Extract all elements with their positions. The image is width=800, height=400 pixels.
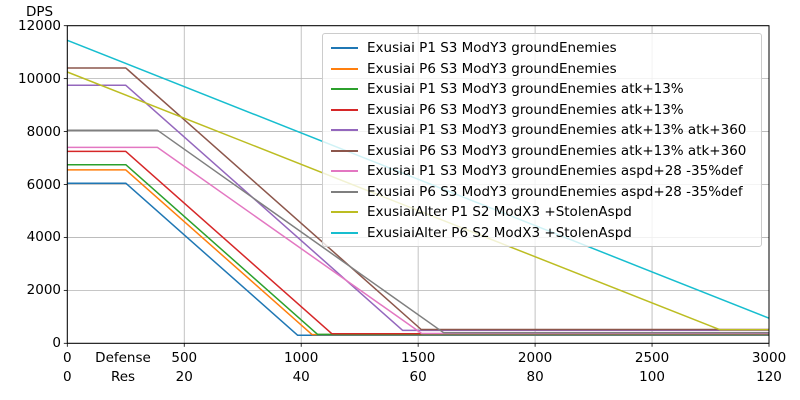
x-tick-label-defense: 1000 (284, 350, 319, 366)
legend-line-sample (331, 149, 358, 152)
legend-label: Exusiai P1 S3 ModY3 groundEnemies atk+13… (367, 81, 684, 98)
legend-line-sample (331, 190, 358, 193)
x-axis-name-defense: Defense (95, 350, 151, 366)
x-tick-label-defense: 0 (63, 350, 72, 366)
legend-label: Exusiai P6 S3 ModY3 groundEnemies atk+13… (367, 142, 747, 159)
y-axis-title: DPS (26, 4, 54, 20)
x-tick-label-res: 120 (756, 369, 782, 385)
legend-label: Exusiai P1 S3 ModY3 groundEnemies atk+13… (367, 122, 747, 139)
legend-label: Exusiai P1 S3 ModY3 groundEnemies aspd+2… (367, 163, 743, 180)
y-tick-label: 12000 (18, 17, 61, 34)
y-tick-label: 4000 (26, 229, 61, 246)
legend-item: ExusiaiAlter P6 S2 ModX3 +StolenAspd (323, 223, 761, 244)
x-tick-label-res: 60 (409, 369, 427, 385)
legend-item: ExusiaiAlter P1 S2 ModX3 +StolenAspd (323, 202, 761, 223)
x-tick-label-defense: 2500 (634, 350, 670, 366)
legend-item: Exusiai P6 S3 ModY3 groundEnemies atk+13… (323, 141, 761, 162)
x-tick-label-res: 100 (639, 369, 665, 385)
legend-label: Exusiai P6 S3 ModY3 groundEnemies aspd+2… (367, 183, 743, 200)
series-line-5 (67, 67, 769, 331)
legend-item: Exusiai P1 S3 ModY3 groundEnemies atk+13… (323, 120, 761, 141)
y-tick-label: 6000 (26, 176, 61, 193)
series-line-7 (67, 129, 769, 334)
y-tick-label: 2000 (26, 282, 61, 299)
legend-line-sample (331, 231, 358, 234)
legend-label: Exusiai P1 S3 ModY3 groundEnemies (367, 40, 617, 57)
legend-line-sample (331, 129, 358, 132)
legend-line-sample (331, 211, 358, 214)
legend-label: ExusiaiAlter P6 S2 ModX3 +StolenAspd (367, 224, 632, 241)
x-tick-label-res: 80 (526, 369, 544, 385)
legend-line-sample (331, 67, 358, 70)
x-tick-label-res: 20 (175, 369, 193, 385)
legend-label: ExusiaiAlter P1 S2 ModX3 +StolenAspd (367, 204, 632, 221)
legend-item: Exusiai P1 S3 ModY3 groundEnemies (323, 38, 761, 59)
legend-item: Exusiai P1 S3 ModY3 groundEnemies aspd+2… (323, 161, 761, 182)
legend-item: Exusiai P1 S3 ModY3 groundEnemies atk+13… (323, 79, 761, 100)
legend-line-sample (331, 170, 358, 173)
x-tick-label-defense: 1500 (400, 350, 436, 366)
legend-item: Exusiai P6 S3 ModY3 groundEnemies aspd+2… (323, 182, 761, 203)
x-tick-label-defense: 500 (171, 350, 198, 366)
y-tick-label: 8000 (26, 123, 61, 140)
y-tick-label: 0 (52, 335, 61, 352)
series-line-4 (67, 84, 769, 332)
legend-line-sample (331, 88, 358, 91)
x-tick-label-res: 40 (292, 369, 310, 385)
series-line-8 (67, 71, 769, 331)
x-axis-name-res: Res (110, 369, 136, 385)
legend: Exusiai P1 S3 ModY3 groundEnemies Exusiai… (322, 33, 762, 247)
legend-line-sample (331, 47, 358, 50)
legend-item: Exusiai P6 S3 ModY3 groundEnemies (323, 59, 761, 80)
legend-item: Exusiai P6 S3 ModY3 groundEnemies atk+13… (323, 100, 761, 121)
legend-label: Exusiai P6 S3 ModY3 groundEnemies (367, 60, 617, 77)
legend-line-sample (331, 108, 358, 111)
series-line-6 (67, 146, 769, 335)
x-tick-label-defense: 2000 (517, 350, 553, 366)
y-tick-label: 10000 (18, 70, 61, 87)
legend-label: Exusiai P6 S3 ModY3 groundEnemies atk+13… (367, 101, 684, 118)
x-tick-label-res: 0 (63, 369, 72, 385)
x-tick-label-defense: 3000 (751, 350, 787, 366)
